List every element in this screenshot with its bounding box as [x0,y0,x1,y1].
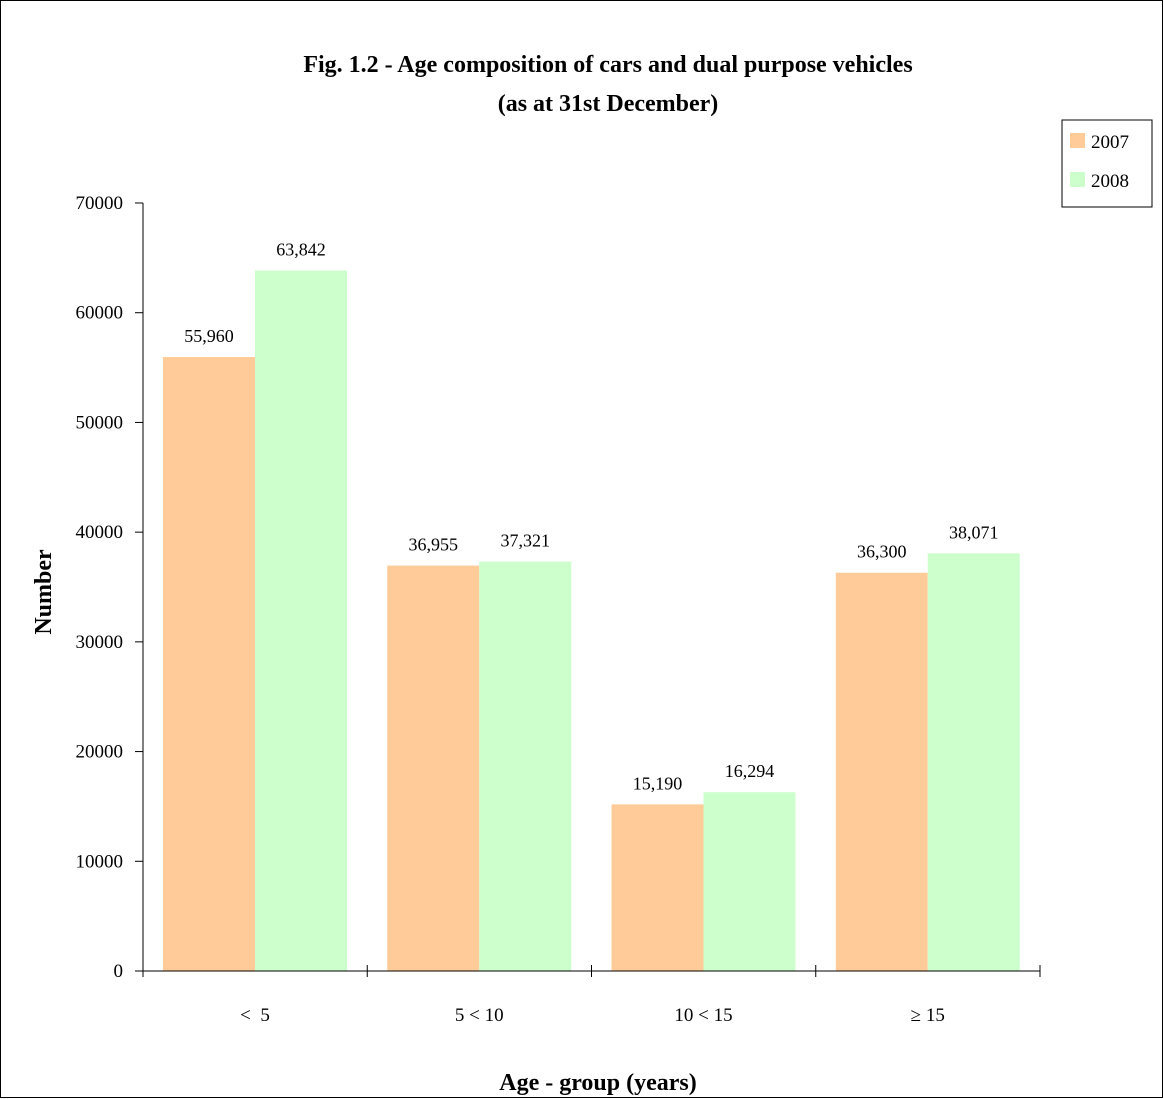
bar-2007-1 [387,565,480,971]
x-tick-label-0: < 5 [240,1005,270,1026]
data-label-2007-2: 15,190 [633,773,683,793]
bar-2007-0 [163,357,255,972]
chart-subtitle: (as at 31st December) [498,91,719,117]
y-tick-label-2: 20000 [76,742,124,763]
plot-area: 55,960 36,955 15,190 36,300 63,842 37,321 16,2… [76,193,1041,1026]
data-label-2008-0: 63,842 [276,240,326,260]
bar-2008-2 [703,792,796,971]
x-tick-label-2: 10 < 15 [674,1005,732,1026]
y-tick-label-0: 0 [114,961,124,982]
data-label-2008-3: 38,071 [949,522,999,542]
bar-2007-3 [835,572,928,971]
x-tick-label-3: ≥ 15 [911,1005,945,1026]
data-label-2007-1: 36,955 [409,535,459,555]
y-tick-label-7: 70000 [76,193,124,214]
bar-2008-0 [255,270,347,972]
data-label-2008-1: 37,321 [501,531,551,551]
data-label-2007-3: 36,300 [857,542,907,562]
legend-label-2007: 2007 [1091,132,1129,153]
y-tick-label-1: 10000 [76,851,124,872]
y-tick-label-3: 30000 [76,632,124,653]
x-axis-title: Age - group (years) [499,1070,697,1096]
y-axis-title: Number [31,549,57,635]
bar-2008-3 [927,553,1020,971]
data-label-2008-2: 16,294 [725,761,775,781]
data-label-2007-0: 55,960 [184,326,234,346]
chart-title: Fig. 1.2 - Age composition of cars and d… [303,52,912,78]
bar-2007-2 [611,804,704,971]
legend-swatch-2008 [1070,172,1085,187]
legend-swatch-2007 [1070,133,1085,148]
y-tick-label-6: 60000 [76,303,124,324]
legend-label-2008: 2008 [1091,171,1129,192]
bar-2008-1 [479,561,572,971]
x-tick-label-1: 5 < 10 [455,1005,504,1026]
y-tick-label-5: 50000 [76,412,124,433]
legend: 2007 2008 [1061,119,1153,208]
y-tick-label-4: 40000 [76,522,124,543]
